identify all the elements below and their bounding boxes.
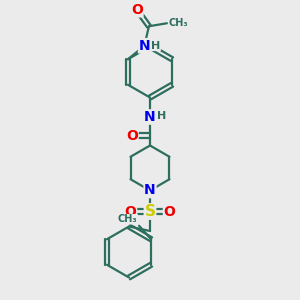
Text: O: O [124,205,136,218]
Text: N: N [144,184,156,197]
Text: H: H [157,111,166,122]
Text: CH₃: CH₃ [168,18,188,28]
Text: O: O [164,205,175,218]
Text: CH₃: CH₃ [118,214,138,224]
Text: O: O [131,3,143,17]
Text: N: N [139,39,150,53]
Text: S: S [145,204,155,219]
Text: H: H [151,41,160,51]
Text: N: N [144,110,156,124]
Text: O: O [126,129,138,142]
